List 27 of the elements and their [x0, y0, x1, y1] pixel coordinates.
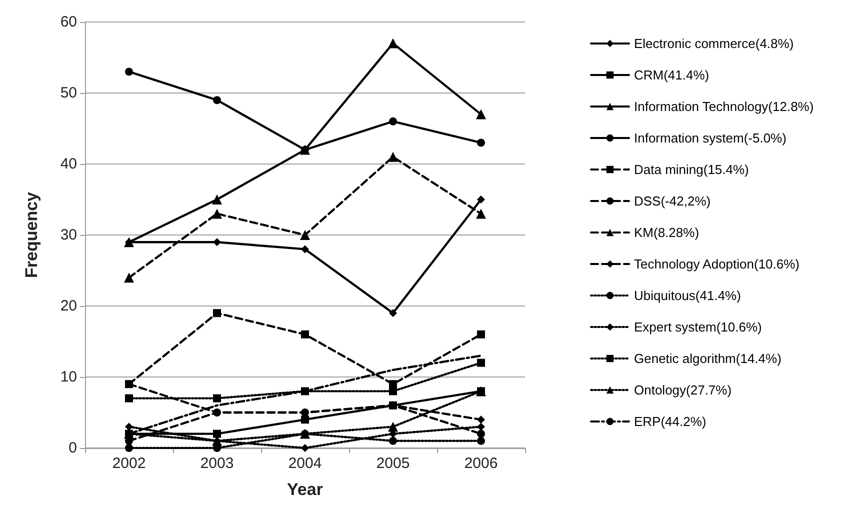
x-axis-title: Year: [287, 480, 324, 499]
x-tick-label: 2002: [112, 455, 146, 472]
legend-label: KM(8.28%): [634, 225, 700, 240]
legend-label: Technology Adoption(10.6%): [634, 256, 800, 272]
legend-label: Ubiquitous(41.4%): [634, 288, 741, 303]
legend-label: DSS(-42,2%): [634, 194, 711, 208]
y-axis-title: Frequency: [22, 191, 41, 278]
legend-label: Expert system(10.6%): [634, 320, 762, 334]
legend-label: Information Technology(12.8%): [634, 99, 814, 114]
x-tick-label: 2005: [376, 455, 410, 472]
legend-label: Electronic commerce(4.8%): [634, 36, 794, 51]
legend-label: Genetic algorithm(14.4%): [634, 351, 782, 366]
y-tick-label: 10: [60, 368, 77, 386]
y-tick-label: 20: [60, 298, 77, 314]
legend-label: ERP(44.2%): [634, 414, 706, 429]
y-tick-label: 50: [60, 84, 77, 102]
x-tick-label: 2006: [464, 455, 498, 472]
legend-label: Data mining(15.4%): [634, 162, 749, 177]
x-tick-label: 2003: [200, 455, 234, 472]
legend-label: CRM(41.4%): [634, 68, 710, 82]
legend-label: Ontology(27.7%): [634, 382, 732, 398]
y-tick-label: 60: [60, 14, 77, 30]
y-tick-label: 0: [68, 440, 77, 456]
x-tick-label: 2004: [288, 455, 322, 472]
y-tick-label: 40: [60, 156, 77, 172]
legend-label: Information system(-5.0%): [634, 130, 786, 146]
y-tick-label: 30: [60, 226, 77, 244]
